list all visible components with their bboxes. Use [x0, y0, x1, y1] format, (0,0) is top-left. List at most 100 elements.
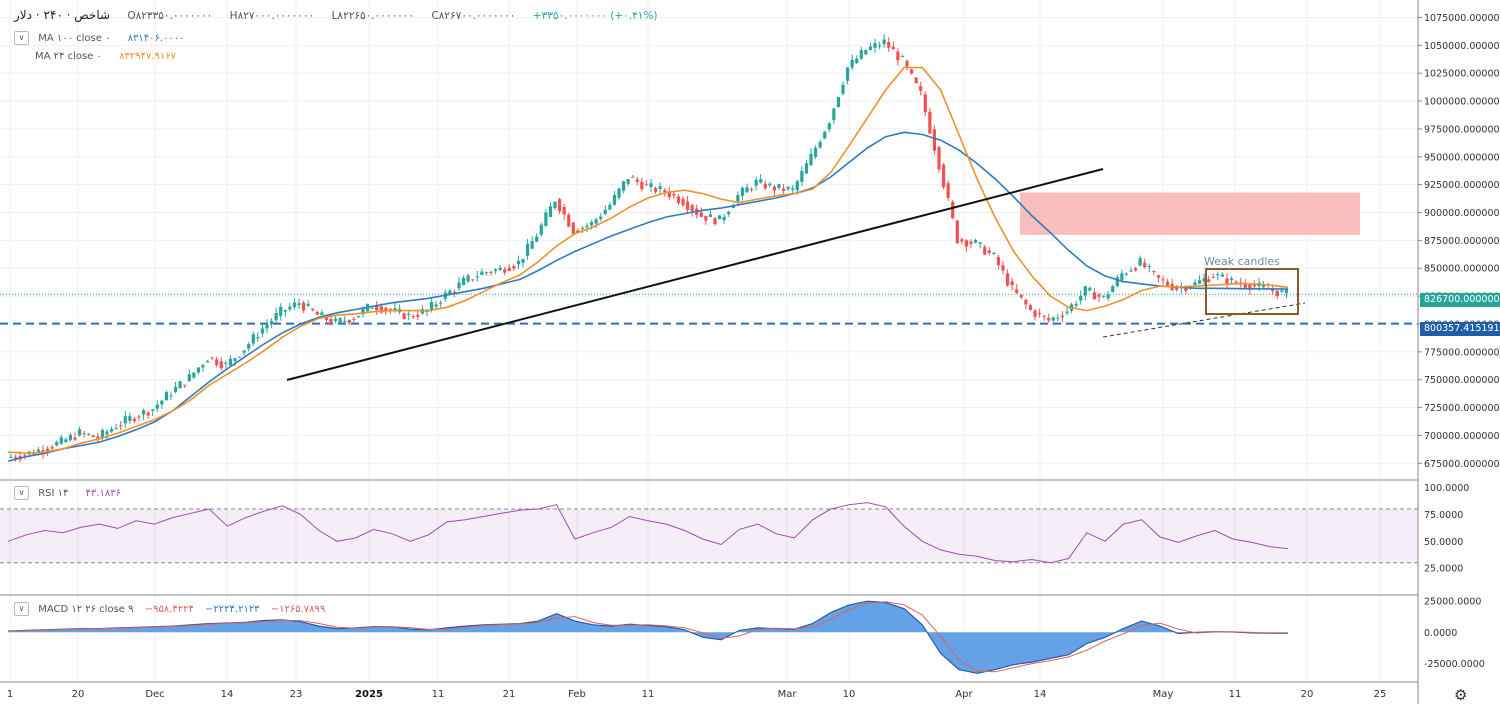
candle [1193, 282, 1197, 285]
candle [631, 176, 635, 178]
x-tick-label: Apr [955, 689, 973, 700]
candle [507, 267, 511, 271]
price-tick-label: 850000.0000000 [1424, 264, 1500, 275]
candle [1092, 292, 1097, 300]
candle [210, 357, 214, 359]
price-tick-label: 975000.0000000 [1424, 124, 1500, 135]
macd-tick-label: 25000.0000 [1424, 597, 1481, 608]
macd-collapse-icon[interactable]: ∨ [14, 602, 29, 616]
candle [909, 69, 914, 74]
candle [658, 186, 662, 190]
candle [137, 416, 141, 418]
x-tick-label: Dec [145, 689, 164, 700]
candle [448, 290, 452, 295]
rsi-collapse-icon[interactable]: ∨ [14, 486, 29, 500]
candle [471, 279, 475, 281]
candle [973, 239, 978, 243]
candle [242, 350, 246, 353]
candle [45, 448, 50, 451]
candle [13, 456, 18, 459]
candle [813, 147, 818, 157]
candle [164, 392, 169, 401]
candle [1275, 290, 1279, 297]
candle [589, 221, 594, 226]
macd-value-2: −۲۲۲۴.۲۱۲۳ [205, 604, 260, 615]
candle [123, 416, 127, 424]
candle [493, 269, 498, 272]
candle [704, 215, 708, 221]
price-pane[interactable]: Weak candles [0, 34, 1418, 463]
candle [717, 215, 722, 220]
candle [759, 179, 763, 183]
candle [265, 324, 269, 329]
open-value: O۸۲۳۳۵۰.۰۰۰۰۰۰۰ [127, 10, 213, 22]
candle [1143, 262, 1147, 268]
candle [850, 59, 854, 68]
candle [503, 269, 507, 273]
candle [141, 410, 146, 415]
candle [1033, 310, 1037, 317]
uptrend-line [286, 168, 1104, 381]
signal-line [7, 601, 1289, 673]
candle [434, 304, 438, 307]
candle [1133, 268, 1138, 271]
ma24-line [7, 66, 1289, 455]
price-tick-label: 950000.0000000 [1424, 152, 1500, 163]
settings-gear-icon[interactable]: ⚙ [1454, 686, 1468, 704]
price-tick-label: 925000.0000000 [1424, 180, 1500, 191]
candle [987, 250, 991, 253]
macd-tick-label: -25000.0000 [1424, 659, 1485, 670]
candle [539, 224, 543, 235]
candle [183, 384, 187, 386]
last-price-tag: 826700.0000000 [1420, 293, 1500, 307]
candle [603, 209, 607, 215]
candle [429, 302, 434, 311]
candle [882, 39, 886, 44]
candle [23, 455, 27, 457]
candle [155, 404, 159, 409]
candle [333, 318, 338, 321]
candle [672, 193, 676, 196]
symbol-label[interactable]: شاخص · ۲۴۰ · دلار [14, 8, 111, 22]
candle [516, 260, 521, 265]
candle [306, 304, 310, 306]
candle [55, 442, 59, 446]
ma24-label[interactable]: MA ۲۴ close ۰ [35, 51, 102, 62]
candle [585, 225, 589, 228]
collapse-legend-icon[interactable]: ∨ [14, 31, 29, 45]
candle [105, 431, 109, 435]
candle [201, 365, 205, 368]
rsi-pane[interactable] [0, 502, 1418, 564]
macd-pane[interactable] [7, 600, 1289, 674]
candle [983, 247, 987, 255]
candle [59, 437, 63, 444]
candle [571, 222, 575, 234]
candle [1220, 274, 1225, 277]
candle [311, 308, 315, 311]
candle [905, 60, 909, 67]
candle [740, 187, 745, 196]
candle [146, 412, 150, 416]
candle [562, 206, 566, 215]
candle [416, 314, 420, 317]
candle [941, 164, 946, 188]
candle [923, 94, 927, 113]
candle [608, 204, 612, 210]
x-tick-label: 20 [1301, 689, 1314, 700]
ma100-label[interactable]: MA ۱۰۰ close ۰ [38, 33, 111, 44]
x-tick-label: 11 [432, 689, 445, 700]
candle [82, 433, 86, 435]
candle [452, 291, 457, 293]
candle [823, 131, 827, 139]
candle [676, 196, 681, 203]
rsi-label[interactable]: RSI ۱۴ [38, 488, 69, 499]
x-tick-label: 23 [290, 689, 303, 700]
candle [928, 111, 932, 134]
candle [352, 318, 356, 320]
candle [1005, 273, 1010, 286]
x-tick-label: 14 [1034, 689, 1047, 700]
candle [489, 271, 493, 273]
x-tick-label: 1 [7, 689, 13, 700]
macd-label[interactable]: MACD ۱۲ ۲۶ close ۹ [38, 604, 134, 615]
candle [384, 307, 388, 311]
